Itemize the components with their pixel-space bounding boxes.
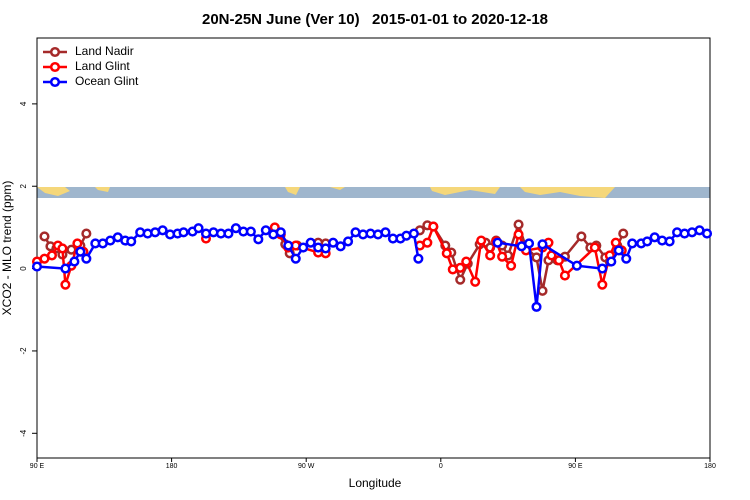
data-point [428,221,439,232]
series [31,223,713,312]
x-axis-title: Longitude [349,476,402,490]
plot-frame [36,37,711,459]
legend-label: Ocean Glint [75,74,139,88]
data-point [245,226,256,237]
data-point [39,231,50,242]
chart-title: 20N-25N June (Ver 10) 2015-01-01 to 2020… [202,11,548,28]
data-point [298,242,309,253]
data-point [513,219,524,230]
y-axis-title: XCO2 - MLO trend (ppm) [0,181,14,316]
data-point [664,236,675,247]
legend-marker [49,61,61,73]
data-point [537,285,548,296]
data-point [60,263,71,274]
data-point [380,227,391,238]
x-tick-label: 90 E [568,463,583,470]
data-point [606,256,617,267]
legend-marker [49,76,61,88]
data-point [72,238,83,249]
data-point [157,225,168,236]
x-tick-label: 90 W [298,463,315,470]
data-point [618,228,629,239]
data-point [476,235,487,246]
data-point [610,237,621,248]
data-point [571,260,582,271]
legend-label: Land Glint [75,59,130,73]
data-point [253,234,264,245]
data-point [126,236,137,247]
data-point [290,253,301,264]
data-point [343,236,354,247]
data-point [461,256,472,267]
data-point [642,236,653,247]
data-point [81,228,92,239]
data-point [627,238,638,249]
data-point [531,301,542,312]
data-point [275,227,286,238]
data-point [328,237,339,248]
data-point [553,255,564,266]
y-tick-label: 4 [19,101,28,106]
data-point [31,261,43,272]
data-point [470,276,481,287]
data-point [46,250,58,261]
legend-label: Land Nadir [75,44,134,58]
data-point [531,252,542,263]
data-point [335,241,346,252]
data-point [81,253,92,264]
data-point [57,243,68,254]
data-point [441,248,452,259]
data-point [260,225,271,236]
data-point [413,253,424,264]
y-tick-label: -2 [19,347,28,355]
data-point [60,279,71,290]
ocean [37,187,710,198]
data-point [537,239,548,250]
y-tick-label: 2 [19,183,28,188]
data-point [455,274,466,285]
y-tick-label: -4 [19,429,28,437]
data-point [283,240,294,251]
data-point [193,223,204,234]
data-point [408,228,419,239]
data-point [305,237,316,248]
data-point [223,228,234,239]
data-point [597,279,608,290]
legend-marker [49,46,61,58]
data-point [576,231,587,242]
data-point [589,242,600,253]
x-tick-label: 180 [704,463,716,470]
y-tick-label: 0 [19,266,28,271]
data-point [422,237,433,248]
map-strip [37,187,710,198]
x-tick-label: 180 [166,463,178,470]
data-point [178,227,189,238]
land [37,187,615,198]
data-point [497,251,508,262]
data-point [69,256,80,267]
data-point [485,250,496,261]
data-point [621,253,632,264]
data-point [455,262,466,273]
data-point [506,260,517,271]
data-point [559,270,570,281]
x-tick-label: 90 E [30,463,45,470]
data-point [546,250,557,261]
data-point [613,245,624,256]
x-tick-label: 0 [439,463,443,470]
data-point [597,263,608,274]
data-point [320,243,331,254]
data-point [492,237,503,248]
data-point [523,238,535,249]
data-point [701,228,713,239]
data-point [513,229,524,240]
data-point [75,246,86,257]
